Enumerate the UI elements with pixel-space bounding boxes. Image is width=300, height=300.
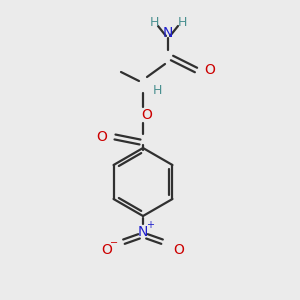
Text: O: O bbox=[174, 243, 184, 257]
Text: H: H bbox=[152, 83, 162, 97]
Text: H: H bbox=[177, 16, 187, 29]
Text: O: O bbox=[97, 130, 107, 144]
Text: N: N bbox=[138, 225, 148, 239]
Text: −: − bbox=[110, 238, 118, 248]
Text: H: H bbox=[149, 16, 159, 29]
Text: O: O bbox=[142, 108, 152, 122]
Text: O: O bbox=[205, 63, 215, 77]
Text: O: O bbox=[102, 243, 112, 257]
Text: +: + bbox=[146, 220, 154, 230]
Text: N: N bbox=[163, 26, 173, 40]
